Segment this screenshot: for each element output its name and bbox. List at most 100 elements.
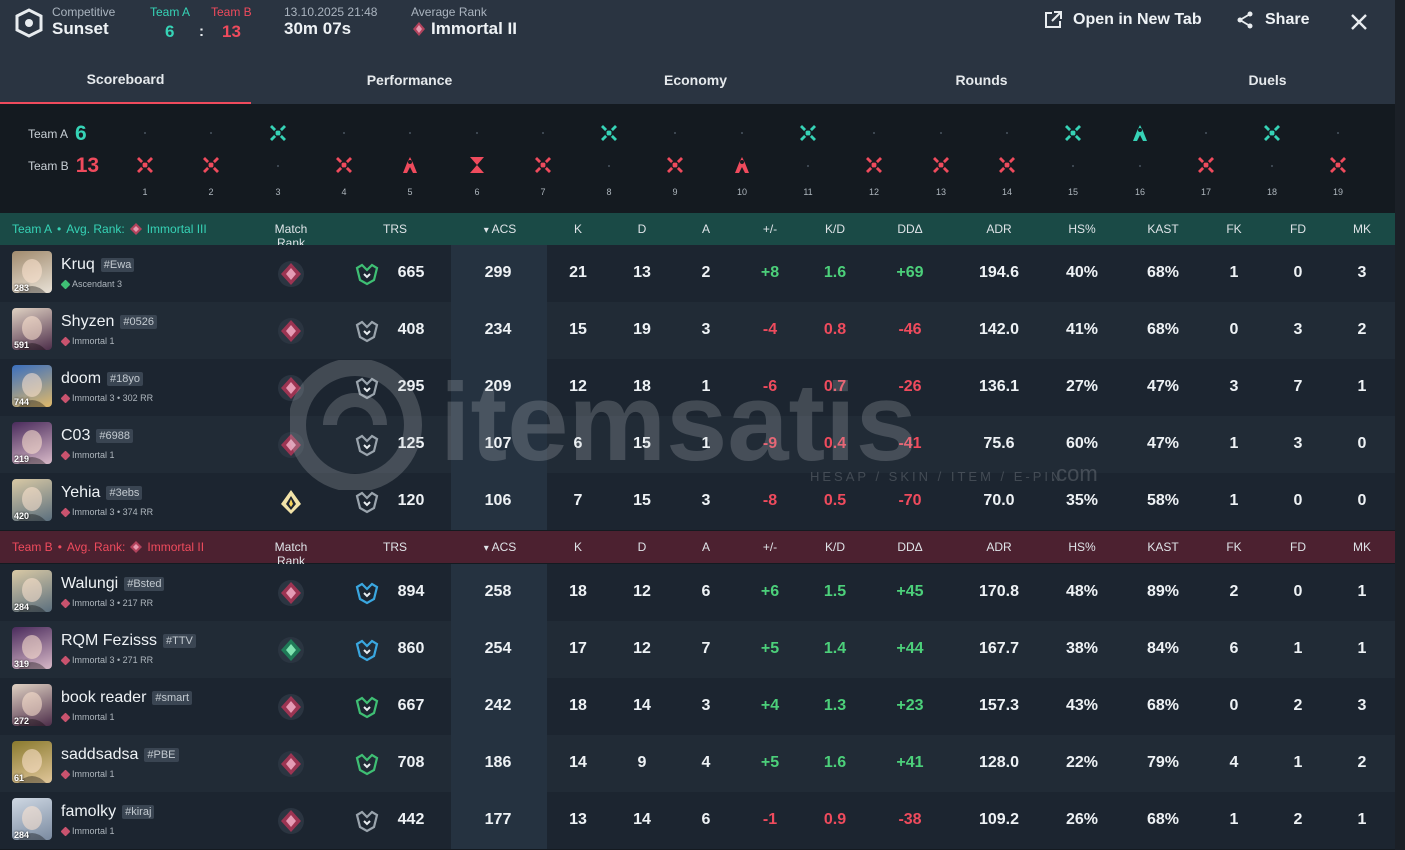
player-name-block[interactable]: Yehia #3ebs (61, 484, 143, 502)
round-cell[interactable]: 8 (594, 105, 624, 213)
column-header-fk[interactable]: FK (1226, 222, 1242, 236)
acs-value: 242 (484, 697, 512, 714)
agent-avatar[interactable]: 283 (12, 251, 52, 293)
player-name-block[interactable]: saddsadsa #PBE (61, 746, 179, 764)
round-cell[interactable]: 4 (329, 105, 359, 213)
agent-avatar[interactable]: 591 (12, 308, 52, 350)
column-header-trs[interactable]: TRS (383, 222, 407, 236)
column-header-acs[interactable]: ▾ ACS (483, 540, 517, 554)
column-header-kd[interactable]: K/D (824, 540, 845, 554)
agent-avatar[interactable]: 319 (12, 627, 52, 669)
player-name-block[interactable]: C03 #6988 (61, 427, 133, 445)
column-header-acs[interactable]: ▾ ACS (483, 222, 517, 236)
account-level: 420 (14, 511, 30, 521)
open-new-tab-button[interactable]: Open in New Tab (1043, 10, 1202, 30)
column-header-k[interactable]: K (573, 540, 582, 554)
player-tag: #6988 (96, 429, 133, 443)
player-row[interactable]: 219 C03 #6988 Immortal 1 125 107 6 15 1 … (0, 416, 1395, 473)
round-cell[interactable]: 12 (859, 105, 889, 213)
round-cell[interactable]: 5 (395, 105, 425, 213)
player-row[interactable]: 284 Walungi #Bsted Immortal 3 • 217 RR 8… (0, 564, 1395, 621)
player-row[interactable]: 272 book reader #smart Immortal 1 667 24… (0, 678, 1395, 735)
round-cell[interactable]: 3 (263, 105, 293, 213)
player-name-block[interactable]: book reader #smart (61, 689, 193, 707)
tab-duels[interactable]: Duels (1248, 71, 1287, 88)
round-cell[interactable]: 19 (1323, 105, 1353, 213)
agent-avatar[interactable]: 744 (12, 365, 52, 407)
share-label: Share (1265, 11, 1310, 28)
round-cell[interactable]: 11 (793, 105, 823, 213)
round-cell[interactable]: 15 (1058, 105, 1088, 213)
column-header-a[interactable]: A (701, 540, 710, 554)
player-row[interactable]: 284 famolky #kiraj Immortal 1 442 177 13… (0, 792, 1395, 849)
round-cell[interactable]: 17 (1191, 105, 1221, 213)
column-header-kast[interactable]: KAST (1147, 540, 1179, 554)
column-header-k[interactable]: K (573, 222, 582, 236)
agent-avatar[interactable]: 284 (12, 570, 52, 612)
dda-value: +23 (896, 697, 924, 714)
player-row[interactable]: 591 Shyzen #0526 Immortal 1 408 234 15 1… (0, 302, 1395, 359)
round-cell[interactable]: 10 (727, 105, 757, 213)
tab-scoreboard[interactable]: Scoreboard (0, 55, 251, 104)
rank-gem-icon (60, 450, 71, 460)
share-button[interactable]: Share (1235, 10, 1309, 30)
hs-value: 41% (1065, 321, 1099, 338)
column-header-d[interactable]: D (637, 540, 647, 554)
column-header-fk[interactable]: FK (1226, 540, 1242, 554)
column-header-hs[interactable]: HS% (1068, 540, 1096, 554)
round-cell[interactable]: 2 (196, 105, 226, 213)
tab-economy[interactable]: Economy (663, 71, 727, 88)
tab-performance[interactable]: Performance (366, 71, 453, 88)
player-row[interactable]: 283 Kruq #Ewa Ascendant 3 665 299 21 13 … (0, 245, 1395, 302)
player-name-block[interactable]: Shyzen #0526 (61, 313, 157, 331)
column-header-dda[interactable]: DDΔ (897, 540, 923, 554)
agent-avatar[interactable]: 219 (12, 422, 52, 464)
round-cell[interactable]: 18 (1257, 105, 1287, 213)
player-name-block[interactable]: RQM Fezisss #TTV (61, 632, 196, 650)
agent-avatar[interactable]: 61 (12, 741, 52, 783)
agent-avatar[interactable]: 272 (12, 684, 52, 726)
column-header-mk[interactable]: MK (1353, 540, 1371, 554)
player-row[interactable]: 744 doom #18yo Immortal 3 • 302 RR 295 2… (0, 359, 1395, 416)
column-header-mk[interactable]: MK (1353, 222, 1371, 236)
round-cell[interactable]: 13 (926, 105, 956, 213)
column-header-trs[interactable]: TRS (383, 540, 407, 554)
player-name-block[interactable]: Walungi #Bsted (61, 575, 165, 593)
column-header-pm[interactable]: +/- (762, 540, 778, 554)
agent-avatar[interactable]: 420 (12, 479, 52, 521)
close-icon[interactable] (1347, 10, 1371, 34)
column-header-d[interactable]: D (637, 222, 647, 236)
round-cell[interactable]: 16 (1125, 105, 1155, 213)
round-cell[interactable]: 14 (992, 105, 1022, 213)
player-tag: #3ebs (106, 486, 143, 500)
player-name-block[interactable]: famolky #kiraj (61, 803, 155, 821)
column-header-fd[interactable]: FD (1290, 540, 1306, 554)
column-header-hs[interactable]: HS% (1068, 222, 1096, 236)
team-a-label: Team A (150, 5, 191, 19)
player-row[interactable]: 61 saddsadsa #PBE Immortal 1 708 186 14 … (0, 735, 1395, 792)
round-cell[interactable]: 7 (528, 105, 558, 213)
column-header-fd[interactable]: FD (1290, 222, 1306, 236)
round-cell[interactable]: 1 (130, 105, 160, 213)
external-link-icon (1045, 11, 1062, 28)
round-cell[interactable]: 9 (660, 105, 690, 213)
adr-value: 194.6 (978, 264, 1020, 281)
player-row[interactable]: 420 Yehia #3ebs Immortal 3 • 374 RR 120 … (0, 473, 1395, 530)
column-header-dda[interactable]: DDΔ (897, 222, 923, 236)
column-header-pm[interactable]: +/- (762, 222, 778, 236)
column-header-adr[interactable]: ADR (986, 222, 1012, 236)
player-name-block[interactable]: doom #18yo (61, 370, 144, 388)
player-name-block[interactable]: Kruq #Ewa (61, 256, 135, 274)
agent-avatar[interactable]: 284 (12, 798, 52, 840)
player-row[interactable]: 319 RQM Fezisss #TTV Immortal 3 • 271 RR… (0, 621, 1395, 678)
player-tag: #18yo (107, 372, 144, 386)
column-header-a[interactable]: A (701, 222, 710, 236)
kills-value: 21 (569, 264, 587, 281)
dda-value: +69 (896, 264, 924, 281)
tab-rounds[interactable]: Rounds (955, 71, 1008, 88)
column-header-kd[interactable]: K/D (824, 222, 845, 236)
column-header-adr[interactable]: ADR (986, 540, 1012, 554)
match-date: 13.10.2025 21:48 (284, 5, 378, 19)
round-cell[interactable]: 6 (462, 105, 492, 213)
column-header-kast[interactable]: KAST (1147, 222, 1179, 236)
